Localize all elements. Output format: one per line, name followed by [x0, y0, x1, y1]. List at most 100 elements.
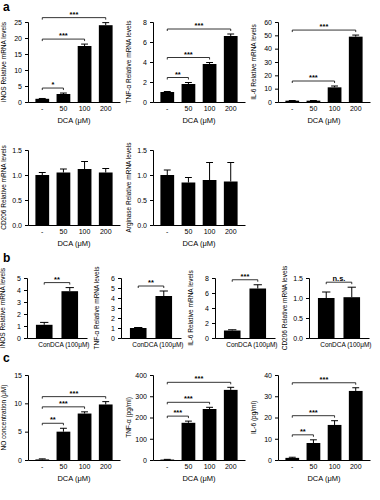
x-tick-label: Con [132, 341, 144, 348]
y-tick-label: 0 [17, 335, 21, 342]
significance-label: *** [184, 50, 193, 59]
y-tick-label: 0.5 [12, 197, 22, 204]
y-tick: 40 [264, 45, 278, 52]
y-axis-title: CD206 Relative mRNA levels [281, 265, 288, 350]
y-tick-label: 40 [264, 45, 272, 52]
significance-label: ** [50, 415, 56, 424]
y-tick-label: 15 [14, 51, 22, 58]
significance-label: *** [173, 408, 182, 417]
y-tick: 200 [135, 414, 153, 421]
y-tick-label: 4 [17, 287, 21, 294]
marks [285, 388, 362, 460]
y-tick: 6 [111, 275, 121, 282]
x-axis-line [310, 338, 370, 339]
marks [35, 162, 112, 226]
y-tick-mark [25, 38, 28, 39]
y-tick: 1.0 [12, 172, 28, 179]
bar [78, 414, 92, 460]
error-bar [164, 459, 171, 460]
significance-label: *** [59, 399, 68, 408]
error-bar [60, 93, 67, 95]
y-tick-label: 0.0 [12, 222, 22, 229]
x-tick-label: 50 [60, 463, 68, 470]
panel-label: c [3, 351, 10, 365]
x-axis-line [29, 102, 121, 103]
error-bar [228, 329, 236, 331]
x-tick-label: - [291, 463, 294, 470]
x-tick: 100 [204, 102, 216, 112]
x-tick-label: DCA (100μM) [238, 341, 278, 349]
bar [35, 99, 49, 102]
bar [99, 25, 113, 102]
bar [182, 84, 196, 102]
y-tick-mark [25, 375, 28, 376]
y-tick: 1 [17, 323, 27, 330]
error-bar [39, 98, 46, 99]
y-tick-mark [306, 278, 309, 279]
y-tick: 3 [17, 299, 27, 306]
x-tick: - [166, 460, 169, 470]
y-tick-mark [25, 22, 28, 23]
y-tick-label: 0.0 [293, 335, 303, 342]
bar [203, 64, 217, 102]
error-bar [352, 35, 359, 37]
x-axis: ConDCA (100μM) [216, 338, 278, 349]
significance-label: *** [309, 73, 318, 82]
x-tick-label: 200 [225, 463, 237, 470]
x-tick: 50 [60, 460, 68, 470]
x-axis-title: DCA (μM) [182, 474, 216, 483]
y-tick-mark [150, 460, 153, 461]
x-axis: -50100200 [154, 102, 246, 112]
x-tick: 50 [310, 102, 318, 112]
x-tick-label: Con [226, 341, 238, 348]
y-tick-label: 30 [264, 59, 272, 66]
y-tick: 20 [264, 414, 278, 421]
error-bar [60, 428, 67, 431]
x-tick-label: 50 [310, 463, 318, 470]
y-tick: 4 [205, 305, 215, 312]
y-axis: 02468 [205, 275, 215, 342]
error-bar [322, 292, 330, 298]
chart: 0.00.51.01.5-50100200CD206 Relative mRNA… [0, 144, 121, 248]
y-tick-mark [150, 82, 153, 83]
x-tick-label: 50 [185, 228, 193, 235]
significance-label: *** [320, 375, 329, 384]
chart: 0.00.51.01.5-50100200Arginase Relative m… [125, 142, 246, 248]
y-tick-label: 20 [264, 72, 272, 79]
marks [318, 287, 360, 338]
x-axis: -50100200 [29, 225, 121, 235]
x-tick: 200 [225, 225, 237, 235]
y-tick: 1.5 [137, 147, 153, 154]
x-tick-label: DCA (100μM) [50, 341, 90, 349]
y-tick: 1.5 [293, 275, 309, 282]
y-tick-mark [275, 62, 278, 63]
y-tick: 0 [18, 457, 28, 464]
x-tick-label: 50 [185, 105, 193, 112]
bar [307, 101, 321, 102]
y-tick: 0.0 [137, 222, 153, 229]
y-tick: 1.5 [12, 147, 28, 154]
error-bar [164, 170, 171, 175]
x-tick: - [291, 102, 294, 112]
bar [36, 325, 53, 338]
x-tick-label: DCA (100μM) [144, 341, 184, 349]
error-bar [164, 91, 171, 93]
y-tick-label: 5 [18, 428, 22, 435]
y-tick-label: 6 [111, 275, 115, 282]
y-tick-mark [25, 54, 28, 55]
y-tick: 0 [205, 335, 215, 342]
y-axis: 02468 [143, 19, 153, 106]
bar [160, 459, 174, 460]
x-tick: 50 [185, 102, 193, 112]
bar [61, 291, 78, 338]
chart: 0510152025-50100200iNOS Relative mRNA le… [0, 10, 121, 125]
error-bar [227, 34, 234, 36]
bar [130, 328, 147, 338]
error-bar [348, 287, 356, 297]
x-axis-line [279, 102, 371, 103]
y-axis-line [25, 23, 29, 103]
bar [224, 36, 238, 102]
bar [349, 391, 363, 460]
marks [160, 34, 237, 102]
bar [203, 409, 217, 460]
